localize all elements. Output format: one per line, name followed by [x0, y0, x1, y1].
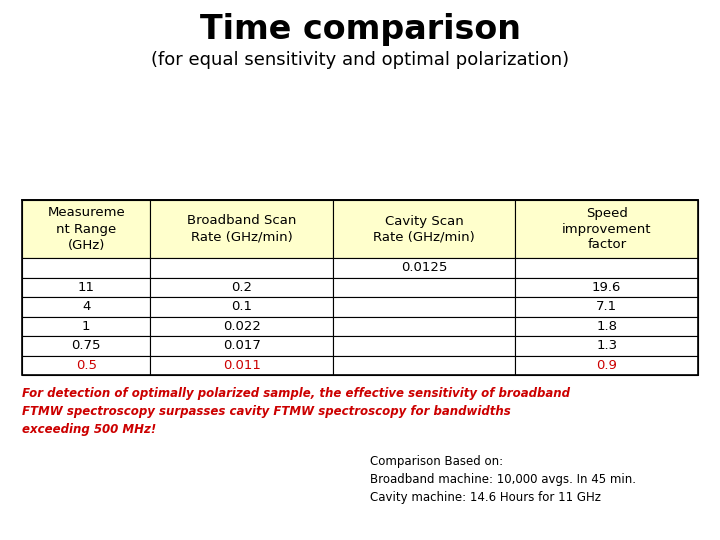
Text: 1: 1 — [82, 320, 91, 333]
Text: Comparison Based on:
Broadband machine: 10,000 avgs. In 45 min.
Cavity machine: : Comparison Based on: Broadband machine: … — [370, 455, 636, 504]
Bar — [150, 258, 333, 278]
Text: 0.2: 0.2 — [231, 281, 252, 294]
Bar — [22, 200, 698, 375]
Text: 0.5: 0.5 — [76, 359, 96, 372]
Text: For detection of optimally polarized sample, the effective sensitivity of broadb: For detection of optimally polarized sam… — [22, 387, 570, 436]
Text: 1.8: 1.8 — [596, 320, 617, 333]
Bar — [22, 297, 150, 316]
Text: 4: 4 — [82, 300, 91, 313]
Bar — [333, 297, 516, 316]
Bar — [333, 355, 516, 375]
Text: Cavity Scan
Rate (GHz/min): Cavity Scan Rate (GHz/min) — [374, 214, 475, 244]
Text: 0.9: 0.9 — [596, 359, 617, 372]
Text: 19.6: 19.6 — [592, 281, 621, 294]
Bar — [150, 355, 333, 375]
Bar — [516, 278, 698, 297]
Text: Time comparison: Time comparison — [199, 14, 521, 46]
Bar — [150, 336, 333, 355]
Text: 0.017: 0.017 — [222, 339, 261, 352]
Bar — [333, 278, 516, 297]
Bar — [22, 355, 150, 375]
Text: 7.1: 7.1 — [596, 300, 617, 313]
Bar — [150, 278, 333, 297]
Bar — [22, 258, 150, 278]
Bar — [516, 200, 698, 258]
Bar — [516, 316, 698, 336]
Text: 0.0125: 0.0125 — [401, 261, 447, 274]
Text: Speed
improvement
factor: Speed improvement factor — [562, 206, 652, 252]
Bar — [22, 316, 150, 336]
Text: 0.022: 0.022 — [222, 320, 261, 333]
Bar — [333, 336, 516, 355]
Bar — [333, 200, 516, 258]
Text: 0.75: 0.75 — [71, 339, 101, 352]
Bar — [333, 316, 516, 336]
Bar — [333, 258, 516, 278]
Text: 1.3: 1.3 — [596, 339, 617, 352]
Bar — [150, 200, 333, 258]
Text: 0.1: 0.1 — [231, 300, 252, 313]
Bar — [516, 297, 698, 316]
Bar — [150, 297, 333, 316]
Bar — [150, 316, 333, 336]
Text: Measureme
nt Range
(GHz): Measureme nt Range (GHz) — [48, 206, 125, 252]
Bar — [516, 258, 698, 278]
Bar — [22, 278, 150, 297]
Bar — [22, 200, 150, 258]
Bar — [22, 336, 150, 355]
Bar — [516, 355, 698, 375]
Text: 0.011: 0.011 — [222, 359, 261, 372]
Text: Broadband Scan
Rate (GHz/min): Broadband Scan Rate (GHz/min) — [187, 214, 297, 244]
Text: (for equal sensitivity and optimal polarization): (for equal sensitivity and optimal polar… — [151, 51, 569, 69]
Bar — [516, 336, 698, 355]
Text: 11: 11 — [78, 281, 95, 294]
